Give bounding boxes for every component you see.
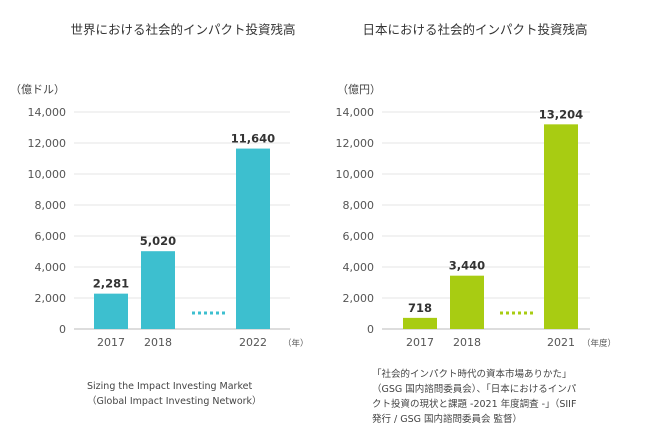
x-tick-label: 2022 bbox=[239, 336, 267, 349]
chart-title: 日本における社会的インパクト投資残高 bbox=[362, 22, 587, 37]
y-tick-label: 0 bbox=[59, 323, 66, 336]
x-tick-label: 2021 bbox=[547, 336, 575, 349]
y-tick-label: 8,000 bbox=[343, 199, 375, 212]
data-label: 11,640 bbox=[231, 132, 275, 146]
y-tick-label: 4,000 bbox=[35, 261, 67, 274]
y-tick-label: 6,000 bbox=[35, 230, 67, 243]
x-tick-label: 2018 bbox=[453, 336, 481, 349]
source-line: （Global Impact Investing Network） bbox=[87, 396, 262, 407]
x-unit-label: （年） bbox=[283, 338, 309, 349]
source-line: （GSG 国内諮問委員会）、「日本におけるインパ bbox=[372, 384, 577, 395]
y-tick-label: 10,000 bbox=[336, 168, 375, 181]
source-line: 「社会的インパクト時代の資本市場ありかた」 bbox=[372, 369, 572, 380]
y-tick-label: 12,000 bbox=[28, 137, 67, 150]
source-line: 発行 / GSG 国内諮問委員会 監督） bbox=[372, 414, 523, 425]
data-label: 3,440 bbox=[449, 259, 485, 273]
y-tick-label: 2,000 bbox=[343, 292, 375, 305]
x-tick-label: 2017 bbox=[406, 336, 434, 349]
y-tick-label: 6,000 bbox=[343, 230, 375, 243]
bar bbox=[141, 251, 175, 329]
bar bbox=[450, 275, 484, 329]
source-line: クト投資の現状と課題 -2021 年度調査 -」（SIIF bbox=[372, 399, 577, 410]
bar bbox=[403, 317, 437, 329]
x-tick-label: 2017 bbox=[97, 336, 125, 349]
source-right: 「社会的インパクト時代の資本市場ありかた」 （GSG 国内諮問委員会）、「日本に… bbox=[372, 367, 612, 427]
y-tick-label: 10,000 bbox=[28, 168, 67, 181]
data-label: 718 bbox=[408, 301, 432, 315]
y-tick-label: 12,000 bbox=[336, 137, 375, 150]
unit-label: （億ドル） bbox=[10, 83, 65, 96]
unit-label: （億円） bbox=[337, 83, 381, 96]
y-tick-label: 14,000 bbox=[336, 106, 375, 119]
bar bbox=[544, 124, 578, 329]
bar bbox=[94, 293, 128, 329]
data-label: 2,281 bbox=[93, 277, 129, 291]
source-line: Sizing the Impact Investing Market bbox=[87, 381, 253, 392]
y-tick-label: 14,000 bbox=[28, 106, 67, 119]
x-unit-label: （年度） bbox=[582, 338, 616, 349]
y-tick-label: 4,000 bbox=[343, 261, 375, 274]
y-tick-label: 2,000 bbox=[35, 292, 67, 305]
y-tick-label: 0 bbox=[367, 323, 374, 336]
chart-title: 世界における社会的インパクト投資残高 bbox=[70, 22, 295, 37]
source-left: Sizing the Impact Investing Market （Glob… bbox=[87, 379, 327, 409]
data-label: 13,204 bbox=[539, 107, 583, 121]
x-tick-label: 2018 bbox=[144, 336, 172, 349]
bar bbox=[236, 148, 270, 329]
data-label: 5,020 bbox=[140, 234, 176, 248]
y-tick-label: 8,000 bbox=[35, 199, 67, 212]
